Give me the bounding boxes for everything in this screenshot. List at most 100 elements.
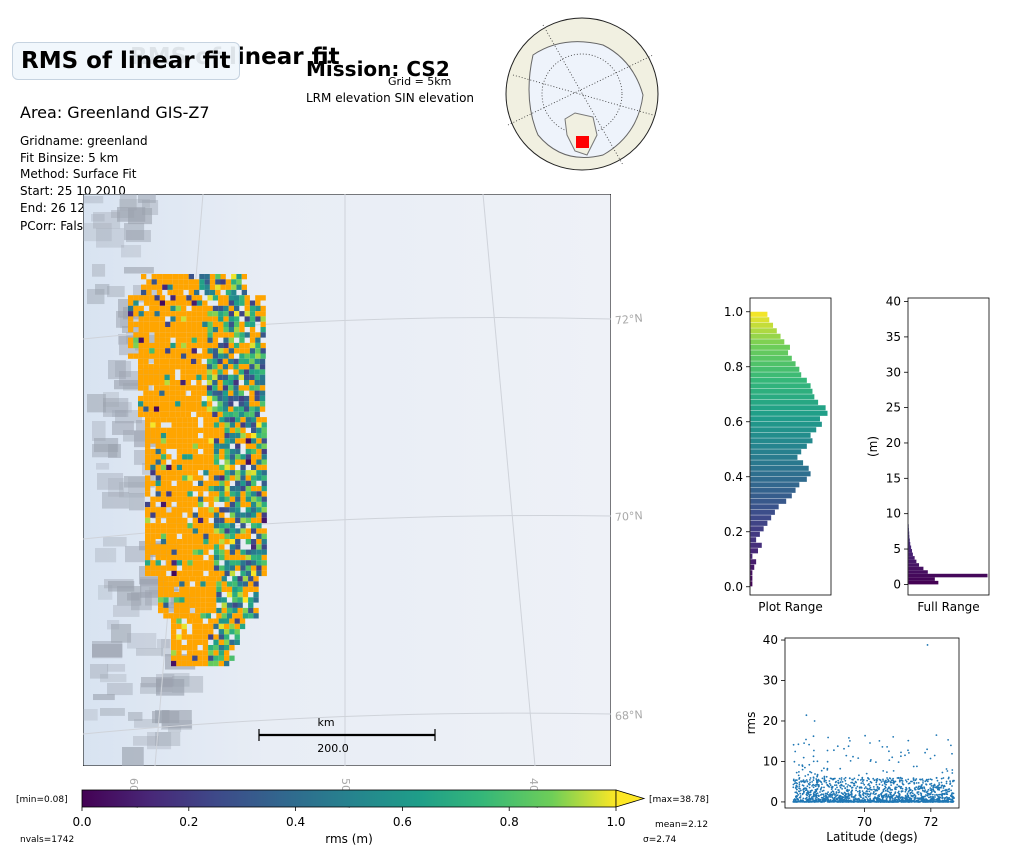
scatter-point (949, 798, 952, 801)
data-pixel (224, 655, 230, 661)
hist-bar (750, 383, 811, 389)
data-pixel (259, 385, 266, 391)
data-pixel (228, 337, 234, 343)
data-pixel (166, 470, 172, 476)
scatter-point (952, 779, 954, 782)
scatter-point (801, 793, 804, 796)
terrain-patch (83, 709, 98, 721)
data-pixel (218, 645, 224, 651)
terrain-patch (83, 196, 104, 204)
data-pixel (155, 417, 161, 423)
data-pixel (138, 305, 144, 312)
data-pixel (166, 433, 172, 439)
scatter-point (919, 800, 922, 803)
data-pixel (198, 464, 204, 471)
data-pixel (171, 565, 177, 571)
data-pixel (143, 348, 150, 354)
data-pixel (181, 629, 187, 635)
data-pixel (208, 528, 214, 534)
data-pixel (244, 406, 250, 412)
terrain-patch (142, 200, 159, 215)
data-pixel (245, 549, 251, 555)
scatter-point (853, 777, 856, 780)
scatter-point (912, 779, 915, 781)
data-pixel (175, 342, 181, 349)
scatter-point (892, 770, 895, 772)
data-pixel (176, 528, 183, 534)
scatter-point (857, 757, 860, 759)
scatter-point (867, 777, 870, 780)
data-pixel (229, 570, 236, 577)
data-pixel (175, 321, 181, 327)
terrain-patch (136, 648, 164, 656)
hist-bar (750, 509, 775, 515)
data-pixel (166, 517, 172, 524)
data-pixel (173, 602, 180, 608)
scatter-point (799, 792, 802, 795)
scatter-point (929, 778, 932, 780)
scatter-point (819, 791, 821, 793)
data-pixel (216, 576, 222, 582)
data-pixel (218, 650, 224, 656)
data-pixel (212, 327, 219, 333)
data-pixel (192, 454, 198, 460)
scatter-point (825, 798, 827, 801)
data-pixel (192, 438, 198, 444)
scatter-point (861, 776, 864, 779)
terrain-patch (155, 732, 181, 747)
data-pixel (176, 486, 183, 492)
scatter-point (808, 791, 811, 794)
scatter-point (888, 759, 891, 761)
data-pixel (203, 512, 209, 518)
data-pixel (150, 549, 156, 555)
scatter-point (869, 742, 871, 744)
data-pixel (171, 549, 177, 555)
data-pixel (245, 533, 251, 539)
data-pixel (191, 327, 197, 333)
terrain-patch (128, 712, 143, 721)
scatter-point (826, 797, 829, 800)
scatter-point (828, 795, 831, 798)
data-pixel (160, 533, 167, 539)
data-pixel (249, 385, 255, 391)
data-pixel (153, 364, 160, 370)
data-pixel (182, 459, 188, 465)
data-pixel (141, 289, 147, 296)
scatter-point (826, 769, 829, 771)
scatter-point (882, 795, 884, 798)
data-pixel (218, 342, 224, 349)
data-pixel (133, 311, 139, 317)
data-pixel (153, 401, 160, 407)
data-pixel (229, 496, 236, 502)
data-pixel (148, 401, 154, 407)
scatter-point (852, 782, 855, 785)
data-pixel (211, 586, 217, 592)
data-pixel (171, 512, 177, 518)
data-pixel (187, 475, 193, 481)
data-pixel (231, 279, 237, 285)
data-pixel (213, 470, 220, 476)
scatter-point (894, 799, 897, 802)
scatter-point (876, 787, 879, 789)
data-pixel (259, 395, 266, 402)
scatter-point (894, 791, 897, 793)
data-pixel (145, 486, 151, 492)
data-pixel (240, 533, 246, 539)
scatter-point (879, 801, 882, 803)
scatter-point (935, 793, 938, 796)
scatter-point (945, 768, 948, 770)
scatter-point (930, 795, 932, 798)
data-pixel (145, 480, 151, 486)
scatter-point (875, 799, 878, 801)
data-pixel (208, 422, 214, 428)
data-pixel (201, 364, 207, 370)
data-pixel (224, 496, 230, 502)
data-pixel (167, 284, 173, 290)
data-pixel (200, 581, 206, 587)
data-pixel (211, 597, 217, 603)
data-pixel (237, 581, 243, 587)
data-pixel (206, 374, 213, 380)
data-pixel (223, 353, 229, 359)
data-pixel (249, 406, 255, 412)
data-pixel (202, 353, 208, 359)
